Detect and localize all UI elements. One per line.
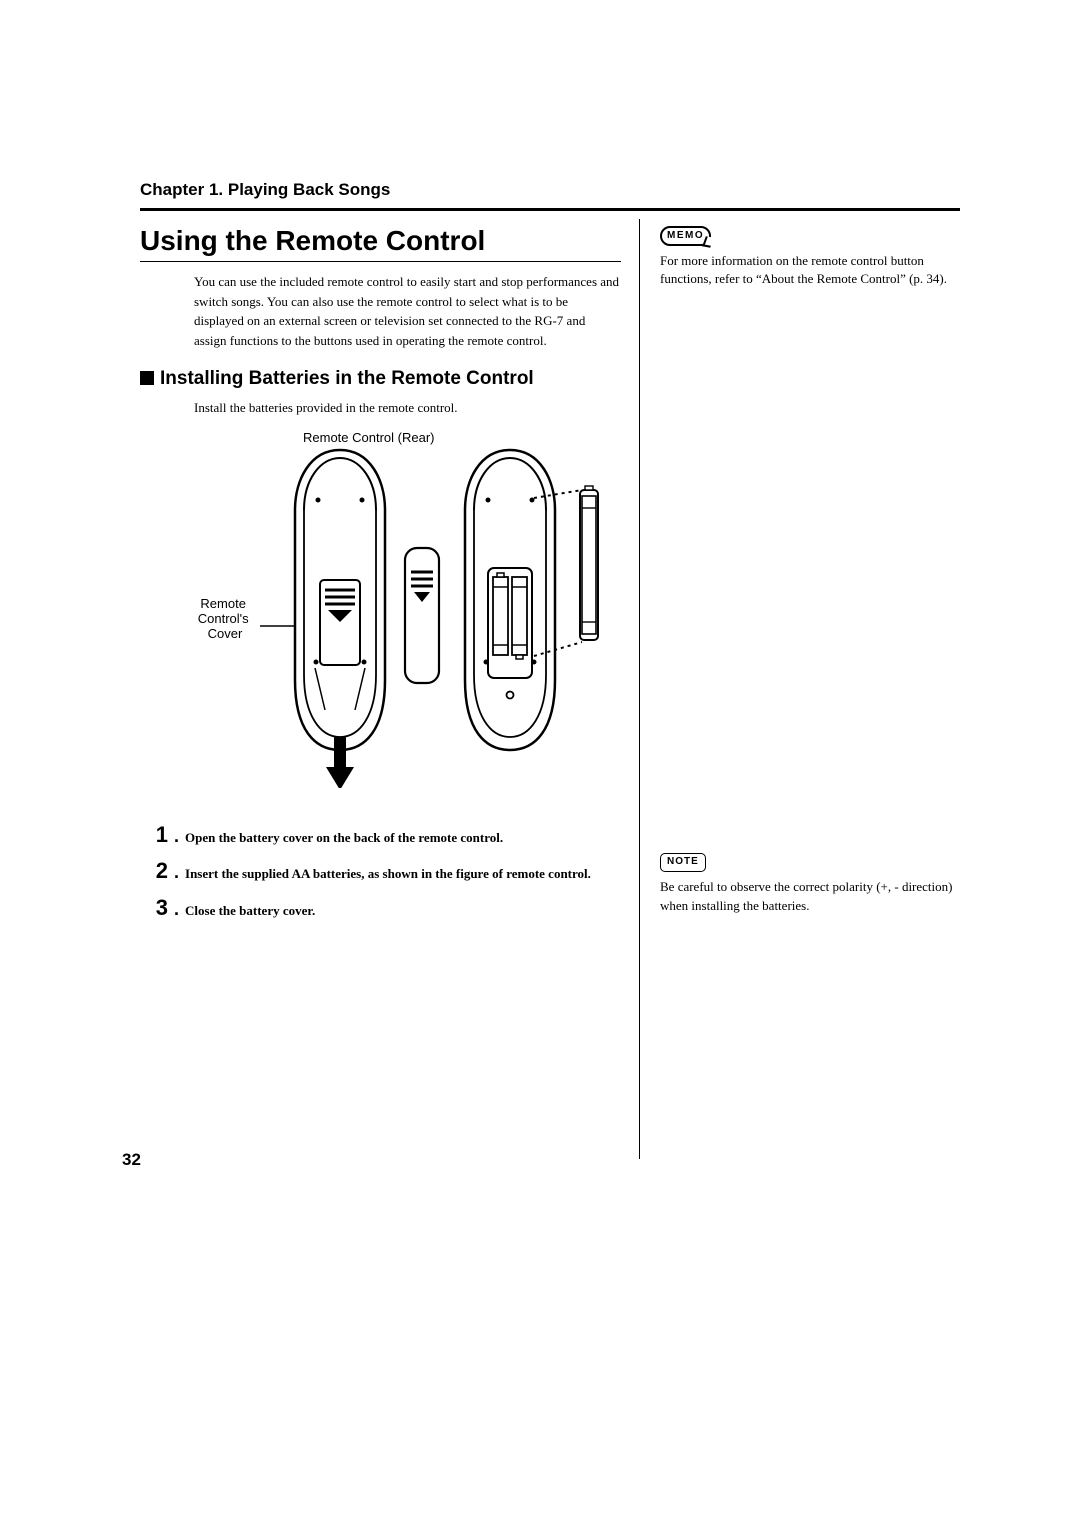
step-text: Insert the supplied AA batteries, as sho… xyxy=(185,859,621,884)
main-column: Using the Remote Control You can use the… xyxy=(140,219,640,1159)
sub-intro-paragraph: Install the batteries provided in the re… xyxy=(194,398,621,418)
step-number: 3 xyxy=(140,897,168,919)
manual-page: Chapter 1. Playing Back Songs Using the … xyxy=(0,0,1080,1528)
side-column: MEMO For more information on the remote … xyxy=(660,219,960,1159)
step-item: 1 . Open the battery cover on the back o… xyxy=(140,823,621,848)
diagram-top-label: Remote Control (Rear) xyxy=(303,430,435,445)
memo-badge-icon: MEMO xyxy=(660,226,711,246)
step-text: Close the battery cover. xyxy=(185,896,621,921)
step-dot: . xyxy=(174,900,179,918)
content-columns: Using the Remote Control You can use the… xyxy=(140,219,960,1159)
step-text: Open the battery cover on the back of th… xyxy=(185,823,621,848)
steps-list: 1 . Open the battery cover on the back o… xyxy=(140,823,621,921)
external-battery xyxy=(580,486,598,640)
chapter-header: Chapter 1. Playing Back Songs xyxy=(140,180,960,200)
step-item: 3 . Close the battery cover. xyxy=(140,896,621,921)
step-number: 1 xyxy=(140,824,168,846)
square-bullet-icon xyxy=(140,371,154,385)
remote-left xyxy=(295,450,385,788)
memo-block: MEMO For more information on the remote … xyxy=(660,225,960,289)
page-number: 32 xyxy=(122,1150,141,1170)
subheading: Installing Batteries in the Remote Contr… xyxy=(140,368,621,390)
remote-svg: Remote Control (Rear) Remote Control's C… xyxy=(160,428,620,788)
step-item: 2 . Insert the supplied AA batteries, as… xyxy=(140,859,621,884)
intro-paragraph: You can use the included remote control … xyxy=(194,272,621,350)
subheading-text: Installing Batteries in the Remote Contr… xyxy=(160,368,534,389)
memo-text: For more information on the remote contr… xyxy=(660,252,960,290)
remote-right xyxy=(465,450,555,750)
note-block: NOTE Be careful to observe the correct p… xyxy=(660,851,960,915)
header-rule xyxy=(140,208,960,211)
step-number: 2 xyxy=(140,860,168,882)
remote-diagram: Remote Control (Rear) Remote Control's C… xyxy=(160,428,621,793)
note-text: Be careful to observe the correct polari… xyxy=(660,878,960,916)
note-badge-icon: NOTE xyxy=(660,853,706,872)
remote-cover xyxy=(405,548,439,683)
diagram-side-label: Remote Control's Cover xyxy=(198,596,253,641)
section-title: Using the Remote Control xyxy=(140,219,621,262)
step-dot: . xyxy=(174,827,179,845)
step-dot: . xyxy=(174,863,179,881)
